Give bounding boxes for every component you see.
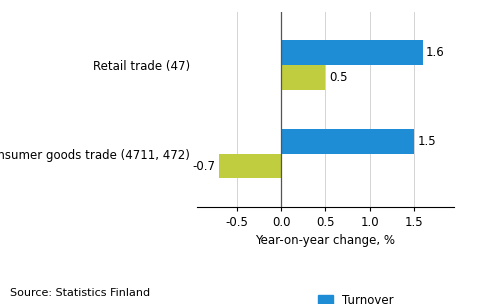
Text: 1.5: 1.5 <box>417 135 436 148</box>
Legend: Turnover, Sales volume: Turnover, Sales volume <box>318 294 421 304</box>
Text: 0.5: 0.5 <box>329 71 348 84</box>
Bar <box>219 154 281 178</box>
Bar <box>281 65 325 90</box>
Bar <box>281 129 414 154</box>
X-axis label: Year-on-year change, %: Year-on-year change, % <box>255 234 395 247</box>
Text: Source: Statistics Finland: Source: Statistics Finland <box>10 288 150 298</box>
Text: -0.7: -0.7 <box>193 160 216 173</box>
Bar <box>281 40 423 65</box>
Text: 1.6: 1.6 <box>426 46 445 59</box>
